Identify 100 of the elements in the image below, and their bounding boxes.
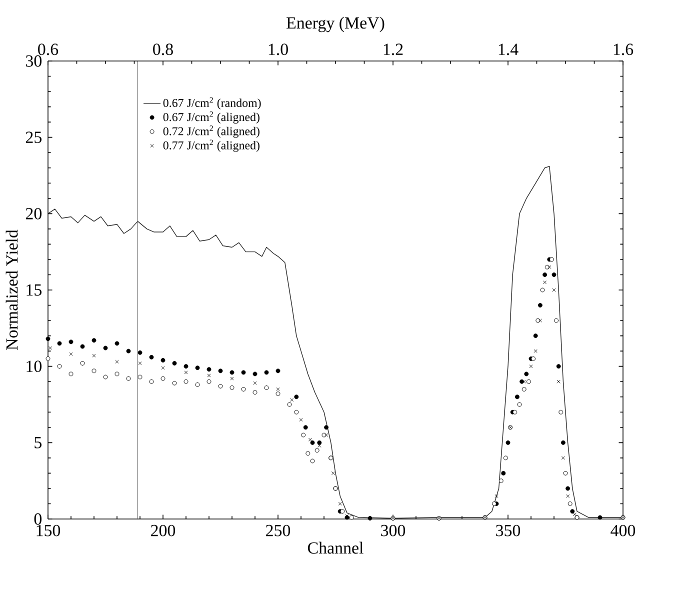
point xyxy=(314,448,320,453)
legend-label: 0.77 J/cm$^{2}$ (aligned) xyxy=(163,140,260,152)
point xyxy=(80,344,85,349)
point xyxy=(115,360,119,364)
point xyxy=(538,303,542,308)
point xyxy=(103,346,108,350)
point xyxy=(218,368,223,374)
point xyxy=(264,370,269,375)
legend-label: 0.67 J/cm$^{2}$ (aligned) xyxy=(163,111,260,124)
point xyxy=(306,451,310,456)
point xyxy=(114,341,120,346)
point xyxy=(276,387,280,392)
point xyxy=(598,515,602,520)
point xyxy=(114,372,120,376)
point xyxy=(561,456,566,460)
point xyxy=(368,516,372,520)
point xyxy=(294,394,299,400)
x-tick-label: 250 xyxy=(266,524,290,536)
point xyxy=(324,425,329,430)
x2-tick-label: 0.8 xyxy=(153,44,173,56)
point xyxy=(218,384,223,388)
point xyxy=(230,370,234,375)
point xyxy=(542,272,548,277)
point xyxy=(503,456,508,460)
point xyxy=(68,340,74,344)
point xyxy=(572,512,577,516)
point xyxy=(206,367,212,372)
point xyxy=(570,509,575,514)
point xyxy=(149,354,154,360)
point xyxy=(494,494,498,498)
point xyxy=(172,361,177,366)
point xyxy=(126,376,131,381)
point xyxy=(69,352,73,356)
point xyxy=(517,402,522,407)
point xyxy=(138,374,142,380)
point xyxy=(548,265,552,269)
point xyxy=(252,390,258,395)
point xyxy=(92,338,96,343)
point xyxy=(253,381,257,385)
point xyxy=(160,376,166,381)
point xyxy=(80,361,85,366)
point xyxy=(540,288,545,292)
point xyxy=(252,372,258,376)
legend-label: 0.72 J/cm$^{2}$ (aligned) xyxy=(163,126,260,138)
legend-label: 0.67 J/cm$^{2}$ (random) xyxy=(163,97,261,110)
point xyxy=(103,374,108,380)
point xyxy=(338,502,342,506)
point xyxy=(526,379,531,384)
point xyxy=(533,334,538,338)
point xyxy=(566,486,570,491)
x2-tick-label: 1.4 xyxy=(498,44,518,56)
point xyxy=(184,364,188,369)
point xyxy=(563,470,568,476)
point xyxy=(46,356,50,361)
y-tick-label: 5 xyxy=(34,437,42,448)
point xyxy=(46,336,50,342)
point xyxy=(149,379,154,384)
y-axis-title: Normalized Yield xyxy=(6,230,18,350)
y-tick-label: 20 xyxy=(26,208,42,220)
point xyxy=(340,509,345,514)
point xyxy=(68,372,74,376)
point xyxy=(522,386,526,392)
point xyxy=(492,501,496,506)
point xyxy=(568,501,572,506)
point xyxy=(57,341,62,346)
x-tick-label: 200 xyxy=(151,524,176,536)
point xyxy=(308,438,312,442)
x2-tick-label: 1.6 xyxy=(614,44,634,56)
x-tick-label: 300 xyxy=(381,524,406,536)
point xyxy=(160,358,166,362)
point xyxy=(534,349,538,353)
y-tick-label: 15 xyxy=(26,284,42,296)
point xyxy=(290,398,294,402)
point xyxy=(241,386,246,392)
point xyxy=(560,440,566,445)
point xyxy=(543,280,547,284)
point xyxy=(331,471,336,475)
point xyxy=(57,364,62,369)
point xyxy=(318,444,322,448)
point xyxy=(556,364,561,369)
point xyxy=(184,370,188,374)
point xyxy=(230,385,234,390)
point xyxy=(264,385,269,390)
point xyxy=(310,458,315,464)
point xyxy=(241,370,246,375)
x2-axis-title: Energy (MeV) xyxy=(286,16,384,32)
point xyxy=(294,410,299,414)
point xyxy=(126,348,131,354)
x2-tick-label: 1.2 xyxy=(384,44,403,56)
y-tick-label: 25 xyxy=(26,132,42,144)
point xyxy=(161,366,165,370)
y-tick-label: 0 xyxy=(34,513,42,525)
x-tick-label: 150 xyxy=(36,524,60,536)
point xyxy=(558,410,564,414)
point xyxy=(552,272,556,277)
point xyxy=(184,379,188,384)
point xyxy=(529,364,533,368)
point xyxy=(172,380,177,386)
point xyxy=(498,478,504,484)
y-tick-label: 30 xyxy=(26,55,42,67)
